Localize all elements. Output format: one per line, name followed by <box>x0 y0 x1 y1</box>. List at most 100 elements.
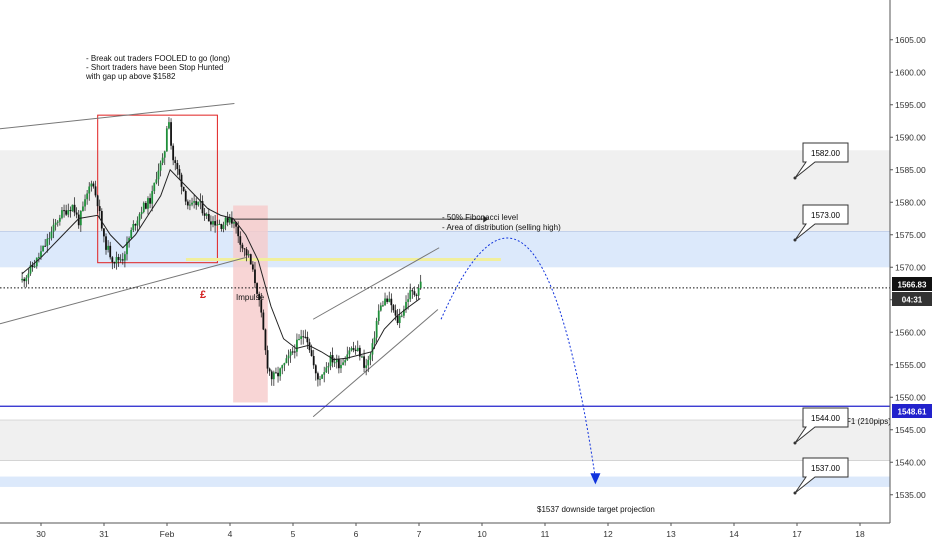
candle-bull <box>54 222 57 225</box>
callout-1544-label: 1544.00 <box>811 414 840 423</box>
candle-bull <box>165 128 168 152</box>
zone-blue-target <box>0 476 890 487</box>
target-note: $1537 downside target projection <box>537 505 655 514</box>
candle-bear <box>77 214 80 226</box>
candle-bear <box>277 372 279 377</box>
candle-bull <box>25 277 28 282</box>
callout-1537-label: 1537.00 <box>811 464 840 473</box>
candle-bear <box>390 298 393 306</box>
currency-marker: £ <box>200 289 206 301</box>
candle-bull <box>233 221 235 224</box>
candle-bear <box>415 294 418 296</box>
candle-bear <box>73 204 76 213</box>
fooled-note-line-2: - Short traders have been Stop Hunted <box>86 63 223 72</box>
candle-bull <box>377 310 380 322</box>
candle-bull <box>33 266 36 268</box>
candle-bull <box>37 256 40 258</box>
candle-bull <box>193 201 196 203</box>
candle-bull <box>161 157 164 163</box>
candle-bull <box>365 365 368 368</box>
candle-bull <box>42 245 44 252</box>
candle-bull <box>369 354 372 360</box>
projection-arrow-head <box>590 473 601 485</box>
candle-bear <box>270 371 273 380</box>
candle-bear <box>174 160 177 164</box>
price-axis[interactable]: 1535.00 1540.00 1545.00 1550.00 1555.00 1560.… <box>889 0 926 523</box>
callout-1582[interactable]: 1582.00 <box>793 142 849 180</box>
candle-bull <box>157 170 160 180</box>
candle-bull <box>27 273 30 278</box>
candle-bull <box>132 224 135 231</box>
candle-bull <box>335 359 338 363</box>
time-axis[interactable]: 30 31 Feb 4 5 6 7 10 11 12 13 14 17 18 <box>0 522 890 539</box>
candle-bull <box>281 365 284 369</box>
time-tick-label: 6 <box>354 529 359 539</box>
price-tick-label: 1590.00 <box>895 132 926 142</box>
candle-bull <box>342 362 344 365</box>
candle-bull <box>140 211 143 215</box>
candle-bear <box>207 214 210 222</box>
candle-bear <box>63 210 65 212</box>
callout-1573[interactable]: 1573.00 <box>793 204 849 242</box>
candles-layer <box>21 117 422 387</box>
price-tick-label: 1555.00 <box>895 360 926 370</box>
candle-bull <box>323 372 326 375</box>
fooled-note-line-3: with gap up above $1582 <box>85 72 176 81</box>
current-price-tag: 1566.83 <box>892 277 932 291</box>
candle-bull <box>327 366 330 368</box>
price-tick-label: 1605.00 <box>895 35 926 45</box>
time-tick-label: 14 <box>729 529 739 539</box>
time-tick-label: 7 <box>417 529 422 539</box>
candle-bull <box>287 355 290 359</box>
candle-bull <box>46 238 49 246</box>
candle-bear <box>291 351 294 353</box>
fib-note-line-1: - 50% Fibonacci level <box>442 213 518 222</box>
candle-bull <box>329 355 332 367</box>
candle-bear <box>201 201 204 214</box>
candle-bull <box>321 374 323 379</box>
current-price-label: 1566.83 <box>898 281 927 290</box>
candle-bull <box>130 230 133 239</box>
candle-bull <box>247 254 250 256</box>
candle-bull <box>346 354 349 361</box>
candle-bull <box>228 217 231 223</box>
candle-bear <box>254 269 256 284</box>
price-tick-label: 1550.00 <box>895 392 926 402</box>
callout-1537[interactable]: 1537.00 <box>793 457 849 495</box>
candle-bear <box>394 310 397 316</box>
candle-bull <box>350 348 353 351</box>
candle-bull <box>147 198 149 209</box>
fib-arrow-head <box>483 215 489 223</box>
candle-bear <box>186 201 189 206</box>
candle-bear <box>260 300 263 313</box>
candle-bear <box>178 169 181 175</box>
candle-bear <box>44 245 47 247</box>
candle-bull <box>212 221 214 225</box>
candle-bull <box>285 358 288 364</box>
candle-bull <box>48 238 51 240</box>
candle-bull <box>153 182 156 192</box>
candle-bull <box>371 343 374 355</box>
candle-bull <box>224 217 227 226</box>
channel-lower <box>312 309 439 418</box>
candle-bear <box>310 350 313 356</box>
candle-bear <box>358 347 361 357</box>
zone-grey-lower <box>0 420 890 461</box>
candle-bull <box>300 336 303 339</box>
callout-1544[interactable]: 1544.00 <box>793 407 849 445</box>
candle-bull <box>388 298 391 302</box>
candle-bull <box>407 299 410 302</box>
candle-bull <box>382 305 384 307</box>
candle-bull <box>272 372 275 380</box>
candle-bear <box>220 223 223 229</box>
candle-bull <box>29 265 32 274</box>
price-tick-label: 1540.00 <box>895 457 926 467</box>
candle-bull <box>298 338 300 340</box>
candle-bull <box>348 350 351 355</box>
candle-bull <box>50 231 53 239</box>
candle-bear <box>105 236 107 250</box>
candle-bear <box>31 265 34 268</box>
candle-bull <box>159 162 162 171</box>
candle-bull <box>340 364 342 369</box>
